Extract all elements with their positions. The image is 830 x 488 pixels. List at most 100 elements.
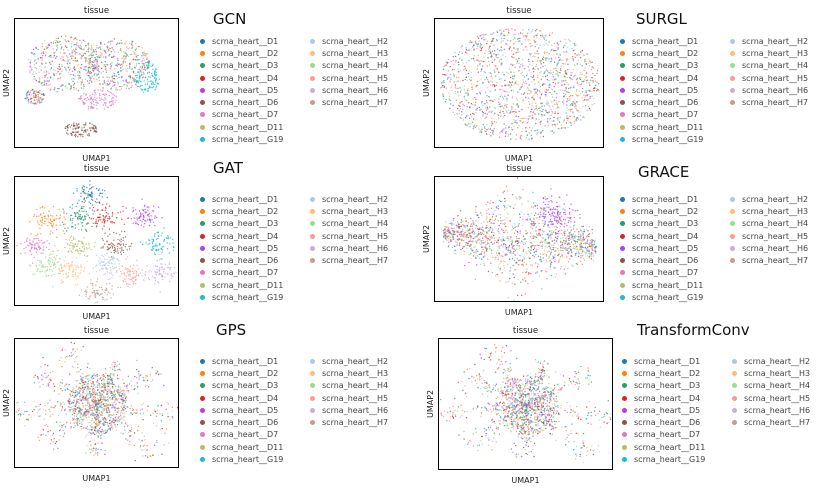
scatter-point bbox=[527, 118, 529, 120]
scatter-point bbox=[521, 58, 524, 61]
scatter-point bbox=[33, 92, 35, 94]
scatter-point bbox=[98, 286, 101, 288]
scatter-point bbox=[81, 246, 84, 248]
scatter-point bbox=[579, 93, 582, 95]
scatter-point bbox=[56, 55, 58, 58]
scatter-point bbox=[101, 296, 104, 298]
scatter-point bbox=[158, 253, 160, 256]
scatter-point bbox=[140, 81, 142, 83]
scatter-point bbox=[97, 73, 100, 75]
scatter-point bbox=[548, 72, 550, 74]
legend-label: scrna_heart__H4 bbox=[322, 61, 389, 71]
scatter-point bbox=[446, 232, 448, 235]
scatter-point bbox=[54, 39, 56, 42]
scatter-point bbox=[516, 233, 519, 236]
scatter-point bbox=[69, 67, 71, 69]
scatter-point bbox=[146, 53, 148, 55]
scatter-point bbox=[76, 44, 78, 46]
scatter-point bbox=[591, 242, 593, 244]
scatter-point bbox=[472, 104, 474, 106]
scatter-point bbox=[491, 85, 494, 87]
scatter-point bbox=[499, 260, 502, 263]
scatter-point bbox=[500, 220, 503, 222]
scatter-point bbox=[133, 264, 135, 266]
scatter-point bbox=[49, 61, 51, 64]
scatter-point bbox=[95, 187, 98, 190]
scatter-point bbox=[105, 71, 108, 74]
scatter-point bbox=[483, 264, 486, 267]
scatter-point bbox=[75, 48, 77, 51]
scatter-point bbox=[532, 202, 535, 204]
scatter-point bbox=[556, 102, 558, 104]
scatter-point bbox=[489, 226, 492, 229]
scatter-point bbox=[554, 111, 557, 113]
scatter-point bbox=[567, 87, 570, 90]
scatter-point bbox=[561, 254, 563, 256]
scatter-point bbox=[37, 91, 40, 93]
scatter-point bbox=[79, 272, 82, 274]
scatter-point bbox=[85, 228, 87, 231]
scatter-point bbox=[100, 98, 102, 100]
scatter-point bbox=[529, 42, 531, 45]
scatter-point bbox=[488, 111, 490, 113]
scatter-point bbox=[457, 108, 459, 110]
scatter-point bbox=[540, 93, 543, 96]
scatter-point bbox=[70, 78, 73, 80]
scatter-point bbox=[97, 220, 100, 222]
scatter-point bbox=[76, 125, 78, 127]
scatter-point bbox=[108, 205, 111, 207]
scatter-point bbox=[155, 77, 158, 79]
scatter-point bbox=[80, 98, 82, 100]
scatter-point bbox=[457, 80, 459, 82]
scatter-point bbox=[143, 80, 145, 82]
scatter-point bbox=[534, 92, 536, 94]
scatter-point bbox=[516, 240, 518, 242]
scatter-point bbox=[88, 72, 90, 74]
scatter-point bbox=[53, 256, 55, 259]
scatter-point bbox=[552, 81, 554, 84]
scatter-point bbox=[556, 46, 558, 48]
scatter-point bbox=[62, 223, 65, 226]
scatter-point bbox=[507, 237, 509, 240]
scatter-point bbox=[91, 52, 93, 54]
scatter-point bbox=[75, 205, 77, 208]
scatter-point bbox=[111, 285, 114, 287]
scatter-point bbox=[564, 63, 566, 65]
scatter-point bbox=[480, 70, 482, 73]
scatter-svg bbox=[442, 177, 597, 301]
scatter-point bbox=[61, 281, 63, 283]
scatter-point bbox=[513, 71, 515, 74]
scatter-point bbox=[115, 99, 117, 101]
scatter-point bbox=[133, 217, 136, 219]
scatter-point bbox=[132, 280, 134, 282]
scatter-point bbox=[522, 272, 524, 274]
scatter-point bbox=[33, 90, 35, 93]
scatter-point bbox=[76, 249, 78, 251]
scatter-point bbox=[509, 258, 511, 260]
scatter-point bbox=[43, 207, 45, 209]
legend-item: scrna_heart__D1 bbox=[200, 193, 310, 205]
scatter-point bbox=[45, 274, 47, 276]
scatter-point bbox=[485, 110, 488, 112]
scatter-point bbox=[513, 47, 515, 49]
scatter-point bbox=[117, 42, 119, 44]
scatter-point bbox=[490, 125, 493, 127]
scatter-point bbox=[463, 236, 465, 238]
scatter-point bbox=[554, 82, 557, 85]
scatter-point bbox=[509, 86, 512, 88]
scatter-point bbox=[441, 86, 443, 89]
scatter-point bbox=[119, 251, 122, 253]
scatter-point bbox=[117, 51, 119, 54]
scatter-point bbox=[32, 71, 35, 73]
scatter-point bbox=[536, 43, 538, 46]
scatter-point bbox=[476, 234, 478, 236]
scatter-point bbox=[585, 82, 588, 84]
scatter-point bbox=[142, 57, 144, 60]
scatter-point bbox=[67, 272, 69, 274]
scatter-point bbox=[120, 39, 123, 42]
scatter-point bbox=[43, 241, 46, 243]
scatter-point bbox=[558, 59, 560, 61]
scatter-point bbox=[161, 249, 164, 251]
scatter-point bbox=[109, 282, 111, 285]
legend-item: scrna_heart__H7 bbox=[310, 254, 420, 266]
